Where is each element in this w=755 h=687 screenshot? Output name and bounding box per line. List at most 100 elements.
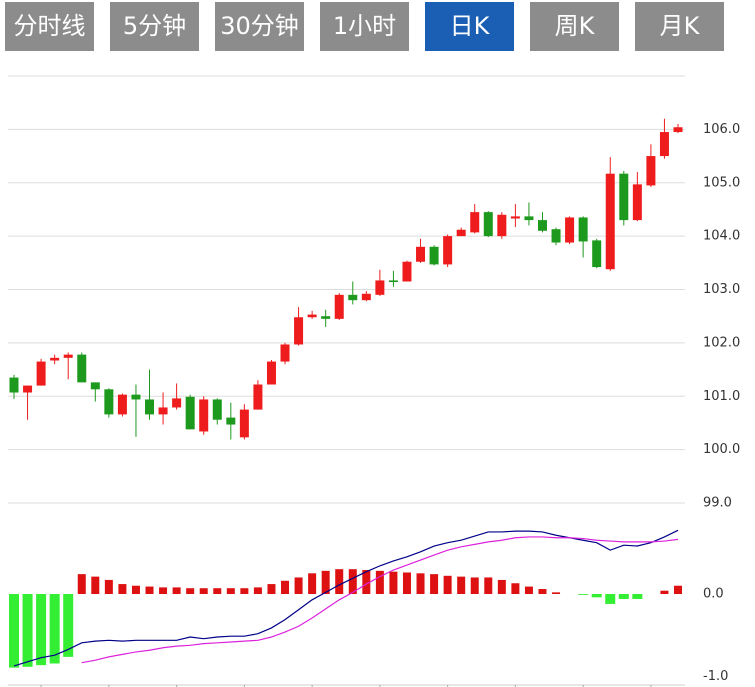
candle-body <box>483 212 493 237</box>
macd-line <box>81 536 679 664</box>
candle-body <box>565 217 575 243</box>
candle-body <box>307 314 317 318</box>
candle-body <box>104 389 114 415</box>
y-tick-label: 106.0 <box>703 122 740 137</box>
macd-bar <box>497 579 506 594</box>
candle-body <box>524 216 534 221</box>
candle-body <box>117 394 127 415</box>
candle-body <box>63 354 73 358</box>
tab-button[interactable]: 月K <box>635 2 724 51</box>
macd-bar <box>281 580 290 594</box>
tab-button[interactable]: 分时线 <box>5 2 94 51</box>
macd-bar <box>104 579 113 594</box>
y-tick-label: 104.0 <box>703 229 740 244</box>
macd-bar <box>375 570 384 594</box>
candle-body <box>253 384 263 410</box>
tab-button[interactable]: 日K <box>425 2 514 51</box>
macd-bar <box>402 572 411 594</box>
macd-bar <box>22 594 33 667</box>
macd-bar <box>199 588 208 594</box>
candle-body <box>199 399 209 432</box>
candle-body <box>659 132 669 157</box>
candle-body <box>429 246 439 265</box>
candle-body <box>239 409 249 438</box>
macd-bar <box>632 594 643 599</box>
macd-bar <box>578 594 589 595</box>
candle-body <box>619 173 629 221</box>
macd-bar <box>524 586 533 594</box>
candle-body <box>416 246 426 262</box>
candle-body <box>605 173 615 270</box>
macd-bar <box>240 588 249 594</box>
candle-body <box>90 382 100 390</box>
candle-body <box>646 156 656 186</box>
macd-bar <box>77 574 86 594</box>
macd-bar <box>172 587 181 594</box>
macd-bar <box>348 569 357 594</box>
macd-bar <box>591 594 602 598</box>
candle-body <box>266 361 276 385</box>
candle-body <box>375 280 385 295</box>
candle-body <box>673 127 683 133</box>
macd-bar <box>362 570 371 594</box>
macd-bar <box>538 589 547 594</box>
tab-bar: 分时线 5分钟 30分钟 1小时 日K 周K 月K <box>0 0 755 56</box>
candle-body <box>158 407 168 415</box>
candle-body <box>226 417 236 425</box>
y-tick-label: 0.0 <box>703 587 724 602</box>
macd-bar <box>660 590 669 594</box>
candle-body <box>77 354 87 383</box>
macd-bar <box>430 574 439 594</box>
y-tick-label: 105.0 <box>703 175 740 190</box>
macd-bar <box>9 594 19 668</box>
macd-bar <box>91 576 100 594</box>
candle-body <box>497 214 507 237</box>
macd-bar <box>63 594 74 657</box>
macd-bar <box>389 571 398 594</box>
macd-bar <box>457 576 466 594</box>
y-tick-label: 101.0 <box>703 389 740 404</box>
candle-body <box>280 344 290 362</box>
macd-bar <box>213 588 222 594</box>
macd-bar <box>511 583 520 594</box>
macd-bar <box>294 577 303 594</box>
macd-bar <box>267 584 276 594</box>
tab-button[interactable]: 1小时 <box>320 2 409 51</box>
y-tick-label: 99.0 <box>703 496 732 511</box>
y-tick-label: 102.0 <box>703 335 740 350</box>
candle-body <box>334 294 344 319</box>
candle-body <box>578 217 588 242</box>
tab-button[interactable]: 30分钟 <box>215 2 304 51</box>
tab-button[interactable]: 5分钟 <box>110 2 199 51</box>
candle-body <box>23 385 33 393</box>
macd-bar <box>552 592 561 594</box>
macd-bar <box>308 573 317 594</box>
y-tick-label: 103.0 <box>703 282 740 297</box>
macd-line <box>13 529 679 667</box>
candle-body <box>443 236 453 265</box>
candle-body <box>592 240 602 268</box>
candle-body <box>348 294 358 301</box>
tab-button[interactable]: 周K <box>530 2 619 51</box>
candle-body <box>321 316 331 319</box>
macd-bar <box>159 587 168 594</box>
macd-bar <box>335 569 344 594</box>
macd-bar <box>118 584 127 594</box>
macd-bar <box>605 594 616 604</box>
candle-body <box>388 280 398 283</box>
macd-bar <box>186 588 195 594</box>
candle-body <box>402 261 412 282</box>
candle-body <box>9 377 19 393</box>
macd-bar <box>321 570 330 594</box>
macd-bar <box>131 585 140 594</box>
candle-body <box>537 220 547 231</box>
candle-body <box>172 398 182 408</box>
macd-bar <box>470 577 479 594</box>
candle-body <box>131 394 141 400</box>
macd-bar <box>226 588 235 594</box>
candle-body <box>632 184 642 221</box>
macd-bar <box>484 577 493 594</box>
macd-bar <box>253 587 262 594</box>
y-tick-label: 100.0 <box>703 442 740 457</box>
